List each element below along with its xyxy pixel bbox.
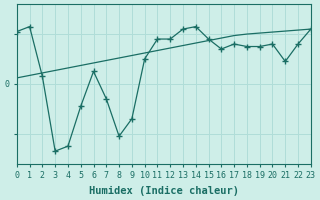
X-axis label: Humidex (Indice chaleur): Humidex (Indice chaleur) [89, 186, 239, 196]
